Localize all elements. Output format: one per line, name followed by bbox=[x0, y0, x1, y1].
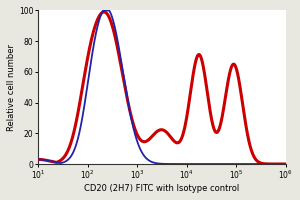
X-axis label: CD20 (2H7) FITC with Isotype control: CD20 (2H7) FITC with Isotype control bbox=[84, 184, 239, 193]
Y-axis label: Relative cell number: Relative cell number bbox=[7, 44, 16, 131]
